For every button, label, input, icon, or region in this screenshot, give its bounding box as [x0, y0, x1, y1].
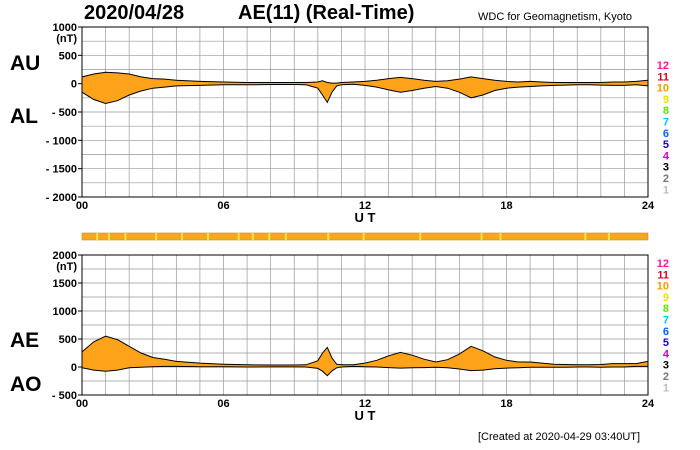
- availability-marker: [107, 233, 110, 240]
- station-legend-item: 6: [663, 128, 669, 140]
- station-legend-item: 4: [663, 150, 670, 162]
- availability-marker: [607, 233, 610, 240]
- station-legend-item: 3: [663, 162, 669, 174]
- x-tick-label: 12: [359, 398, 371, 410]
- station-legend-item: 5: [663, 337, 669, 349]
- area-fill-ae-ao: [82, 336, 648, 376]
- x-tick-label: 06: [217, 200, 229, 212]
- y-tick-label: 0: [71, 362, 77, 374]
- y-tick-label: 0: [71, 79, 77, 91]
- station-legend-item: 2: [663, 371, 669, 383]
- availability-marker: [362, 233, 365, 240]
- station-legend-item: 3: [663, 360, 669, 372]
- station-legend-item: 4: [663, 348, 670, 360]
- y-tick-label: - 1500: [46, 164, 77, 176]
- station-legend-item: 9: [663, 292, 669, 304]
- station-legend-item: 12: [657, 258, 669, 270]
- series-line-ae: [81, 335, 649, 366]
- availability-marker: [584, 233, 587, 240]
- availability-marker: [268, 233, 271, 240]
- y-tick-label: 500: [59, 334, 77, 346]
- station-legend-item: 12: [657, 60, 669, 72]
- y-tick-label: 1000: [53, 22, 77, 34]
- series-line-al: [81, 83, 649, 105]
- station-legend-item: 9: [663, 94, 669, 106]
- availability-marker: [480, 233, 483, 240]
- y-tick-label: - 500: [52, 390, 77, 402]
- availability-marker: [181, 233, 184, 240]
- station-legend-item: 8: [663, 105, 669, 117]
- availability-marker: [499, 233, 502, 240]
- series-label-al: AL: [10, 105, 38, 128]
- availability-marker: [155, 233, 158, 240]
- y-tick-label: - 2000: [46, 192, 77, 204]
- series-line-au: [81, 71, 649, 84]
- series-line-ao: [81, 365, 648, 377]
- x-tick-label: 18: [500, 200, 512, 212]
- x-tick-label: 12: [359, 200, 371, 212]
- availability-marker: [251, 233, 254, 240]
- station-legend-item: 8: [663, 303, 669, 315]
- y-tick-label: 500: [59, 50, 77, 62]
- x-tick-label: 18: [500, 398, 512, 410]
- availability-marker: [124, 233, 127, 240]
- x-axis-label: U T: [355, 408, 376, 423]
- station-legend-item: 6: [663, 326, 669, 338]
- station-legend-item: 11: [657, 269, 669, 281]
- availability-marker: [419, 233, 422, 240]
- station-legend-item: 1: [663, 184, 669, 196]
- availability-marker: [284, 233, 287, 240]
- station-legend-item: 2: [663, 173, 669, 185]
- y-tick-label: - 500: [52, 107, 77, 119]
- availability-marker: [327, 233, 330, 240]
- plot-frame: [81, 254, 649, 396]
- y-tick-label: 2000: [53, 250, 77, 262]
- availability-marker: [96, 233, 99, 240]
- x-tick-label: 00: [76, 200, 88, 212]
- y-tick-label: 1500: [53, 278, 77, 290]
- unit-label: (nT): [56, 261, 77, 273]
- station-legend-item: 7: [663, 117, 669, 129]
- station-legend-item: 1: [663, 382, 669, 394]
- unit-label: (nT): [56, 33, 77, 45]
- x-tick-label: 24: [642, 398, 655, 410]
- x-axis-label: U T: [355, 210, 376, 225]
- series-label-ao: AO: [10, 373, 42, 396]
- station-legend-item: 5: [663, 139, 669, 151]
- data-source-label: WDC for Geomagnetism, Kyoto: [478, 11, 633, 23]
- y-tick-label: - 1000: [46, 135, 77, 147]
- x-tick-label: 06: [217, 398, 229, 410]
- created-timestamp: [Created at 2020-04-29 03:40UT]: [478, 431, 641, 443]
- station-availability-bar: [81, 232, 649, 241]
- station-legend-item: 10: [657, 281, 669, 293]
- series-label-ae: AE: [10, 329, 39, 352]
- station-legend-item: 10: [657, 83, 669, 95]
- series-label-au: AU: [10, 52, 40, 75]
- x-tick-label: 00: [76, 398, 88, 410]
- availability-marker: [206, 233, 209, 240]
- y-tick-label: 1000: [53, 306, 77, 318]
- x-tick-label: 24: [642, 200, 655, 212]
- station-legend-item: 7: [663, 315, 669, 327]
- station-legend-item: 11: [657, 71, 669, 83]
- chart-title: AE(11) (Real-Time): [238, 2, 415, 24]
- chart-date: 2020/04/28: [84, 2, 185, 24]
- availability-marker: [237, 233, 240, 240]
